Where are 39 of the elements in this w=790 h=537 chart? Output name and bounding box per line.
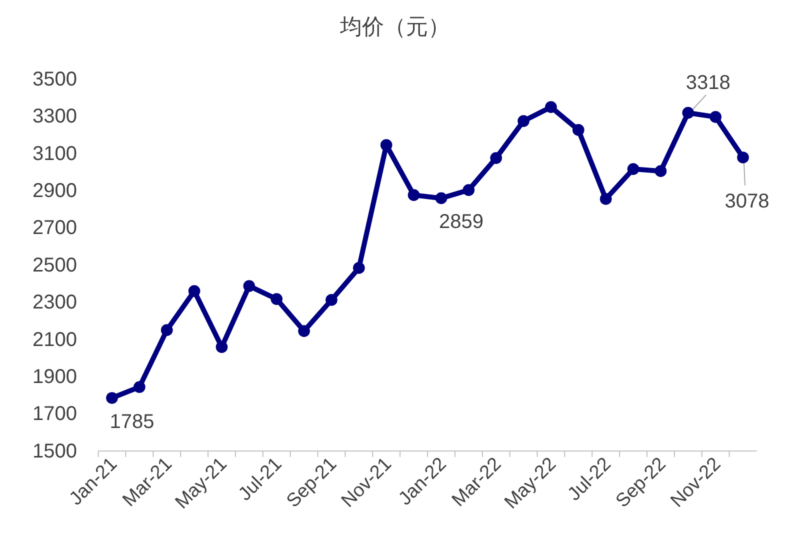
point	[600, 193, 612, 205]
point	[435, 192, 448, 204]
y-tick-label: 2500	[32, 254, 77, 276]
point	[298, 325, 310, 337]
point	[654, 165, 667, 177]
point	[682, 106, 694, 119]
data-label: 1785	[110, 410, 154, 433]
data-label: 3318	[686, 72, 730, 94]
point	[243, 280, 256, 292]
point	[188, 285, 200, 297]
point	[326, 294, 338, 306]
point	[545, 101, 557, 113]
data-label: 3078	[724, 190, 770, 212]
y-tick-label: 1500	[32, 440, 77, 462]
point	[270, 293, 283, 305]
point	[352, 262, 365, 274]
chart-title: 均价（元）	[339, 14, 450, 39]
point	[380, 139, 392, 151]
y-tick-label: 3100	[32, 142, 77, 165]
point	[408, 189, 420, 201]
point	[462, 184, 475, 196]
y-tick-label: 2100	[32, 328, 77, 351]
data-label: 2859	[438, 211, 484, 234]
y-tick-label: 1700	[32, 403, 77, 426]
point	[134, 381, 146, 393]
y-tick-label: 2300	[32, 292, 77, 314]
point	[518, 115, 530, 127]
point	[572, 124, 584, 136]
point	[710, 111, 722, 123]
point	[737, 152, 749, 164]
y-tick-label: 1900	[32, 366, 77, 388]
point	[160, 324, 173, 336]
y-tick-label: 2700	[32, 217, 77, 240]
point	[627, 163, 640, 175]
y-tick-label: 3500	[32, 68, 77, 90]
y-tick-label: 3300	[32, 106, 77, 128]
y-tick-label: 2900	[32, 180, 77, 202]
point	[490, 152, 502, 164]
point	[106, 392, 118, 404]
